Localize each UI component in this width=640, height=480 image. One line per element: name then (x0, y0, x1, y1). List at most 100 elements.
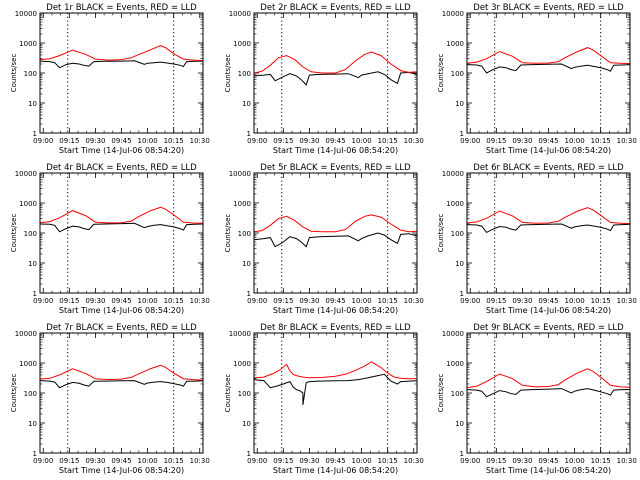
y-tick-label: 10 (242, 420, 251, 428)
y-tick-label: 10 (455, 260, 464, 268)
x-tick-label: 09:30 (85, 457, 105, 465)
x-tick-label: 09:45 (111, 457, 131, 465)
y-tick-label: 100 (451, 230, 464, 238)
y-tick-label: 1 (247, 290, 251, 298)
x-tick-label: 10:30 (190, 457, 210, 465)
series-line-lld (466, 47, 631, 65)
x-tick-label: 09:30 (512, 457, 532, 465)
y-axis-label: Counts/sec (10, 214, 18, 253)
x-tick-label: 09:15 (273, 137, 293, 145)
x-axis-label: Start Time (14-Jul-06 08:54:20) (59, 146, 184, 155)
y-axis-label: Counts/sec (224, 54, 232, 93)
x-tick-label: 10:00 (351, 297, 371, 305)
y-tick-label: 100 (451, 70, 464, 78)
plot-frame (253, 332, 418, 454)
y-tick-label: 100 (238, 230, 251, 238)
x-tick-label: 10:30 (404, 297, 424, 305)
y-tick-label: 10000 (229, 330, 251, 338)
y-axis-label: Counts/sec (10, 374, 18, 413)
panel-6: Det 6r BLACK = Events, RED = LLD 1 10 100 10… (437, 163, 637, 315)
plot-frame (39, 12, 204, 134)
x-tick-label: 09:00 (33, 297, 53, 305)
y-tick-label: 100 (24, 70, 37, 78)
x-tick-label: 09:45 (111, 137, 131, 145)
panel-title: Det 6r BLACK = Events, RED = LLD (473, 163, 624, 173)
panel-title: Det 1r BLACK = Events, RED = LLD (46, 3, 197, 13)
x-tick-label: 10:30 (617, 137, 637, 145)
y-tick-label: 10 (28, 260, 37, 268)
y-axis-label: Counts/sec (437, 214, 445, 253)
y-tick-label: 1 (247, 450, 251, 458)
x-axis-label: Start Time (14-Jul-06 08:54:20) (273, 306, 398, 315)
x-tick-label: 10:00 (564, 137, 584, 145)
panel-title: Det 5r BLACK = Events, RED = LLD (260, 163, 411, 173)
series-line-events (39, 222, 204, 233)
plot-frame (253, 12, 418, 134)
series-line-lld (466, 368, 631, 389)
panel-5: Det 5r BLACK = Events, RED = LLD 1 10 100 10… (224, 163, 424, 315)
series-line-events (466, 388, 630, 398)
plot-frame (466, 12, 631, 134)
x-tick-label: 10:15 (591, 457, 611, 465)
y-tick-label: 1000 (19, 360, 37, 368)
y-tick-label: 1 (247, 130, 251, 138)
x-tick-label: 09:00 (460, 297, 480, 305)
x-tick-label: 09:45 (538, 457, 558, 465)
x-tick-label: 09:30 (299, 457, 319, 465)
x-tick-label: 09:15 (273, 457, 293, 465)
y-tick-label: 10000 (442, 170, 464, 178)
panel-title: Det 9r BLACK = Events, RED = LLD (473, 323, 624, 333)
x-tick-label: 09:00 (247, 137, 267, 145)
x-tick-label: 10:15 (164, 137, 184, 145)
y-tick-label: 100 (451, 390, 464, 398)
plot-frame (466, 172, 631, 294)
y-axis-label: Counts/sec (224, 374, 232, 413)
x-tick-label: 09:15 (59, 137, 79, 145)
x-tick-label: 09:15 (59, 457, 79, 465)
y-tick-label: 10 (28, 420, 37, 428)
x-tick-label: 10:30 (404, 457, 424, 465)
x-tick-label: 09:15 (273, 297, 293, 305)
y-tick-label: 10 (242, 100, 251, 108)
panel-title: Det 2r BLACK = Events, RED = LLD (260, 3, 411, 13)
y-tick-label: 1000 (446, 360, 464, 368)
series-line-lld (39, 364, 204, 381)
y-axis-label: Counts/sec (437, 54, 445, 93)
x-tick-label: 10:15 (164, 297, 184, 305)
y-tick-label: 10 (455, 420, 464, 428)
y-tick-label: 1 (460, 130, 464, 138)
plot-frame (253, 172, 418, 294)
y-tick-label: 1000 (446, 200, 464, 208)
x-tick-label: 09:45 (538, 137, 558, 145)
series-line-lld (39, 206, 204, 224)
panel-9: Det 9r BLACK = Events, RED = LLD 1 10 100 10… (437, 323, 637, 475)
x-tick-label: 09:00 (247, 297, 267, 305)
x-tick-label: 10:15 (164, 457, 184, 465)
x-tick-label: 10:00 (137, 457, 157, 465)
x-axis-label: Start Time (14-Jul-06 08:54:20) (59, 306, 184, 315)
y-tick-label: 10 (28, 100, 37, 108)
panel-7: Det 7r BLACK = Events, RED = LLD 1 10 100 10… (10, 323, 210, 475)
series-line-events (253, 232, 418, 248)
x-tick-label: 10:30 (617, 297, 637, 305)
y-tick-label: 1 (460, 290, 464, 298)
x-tick-label: 10:30 (190, 297, 210, 305)
panel-title: Det 7r BLACK = Events, RED = LLD (46, 323, 197, 333)
x-tick-label: 09:00 (247, 457, 267, 465)
x-tick-label: 09:30 (512, 297, 532, 305)
x-tick-label: 09:30 (299, 137, 319, 145)
x-tick-label: 10:15 (591, 137, 611, 145)
y-tick-label: 10000 (15, 330, 37, 338)
x-tick-label: 09:30 (299, 297, 319, 305)
plot-frame (466, 332, 631, 454)
x-tick-label: 10:30 (190, 137, 210, 145)
x-tick-label: 10:15 (378, 297, 398, 305)
y-tick-label: 10000 (442, 10, 464, 18)
x-tick-label: 10:15 (378, 457, 398, 465)
x-axis-label: Start Time (14-Jul-06 08:54:20) (273, 466, 398, 475)
x-tick-label: 09:00 (33, 457, 53, 465)
panel-title: Det 3r BLACK = Events, RED = LLD (473, 3, 624, 13)
panel-title: Det 8r BLACK = Events, RED = LLD (260, 323, 411, 333)
y-tick-label: 100 (24, 390, 37, 398)
x-tick-label: 10:00 (564, 457, 584, 465)
